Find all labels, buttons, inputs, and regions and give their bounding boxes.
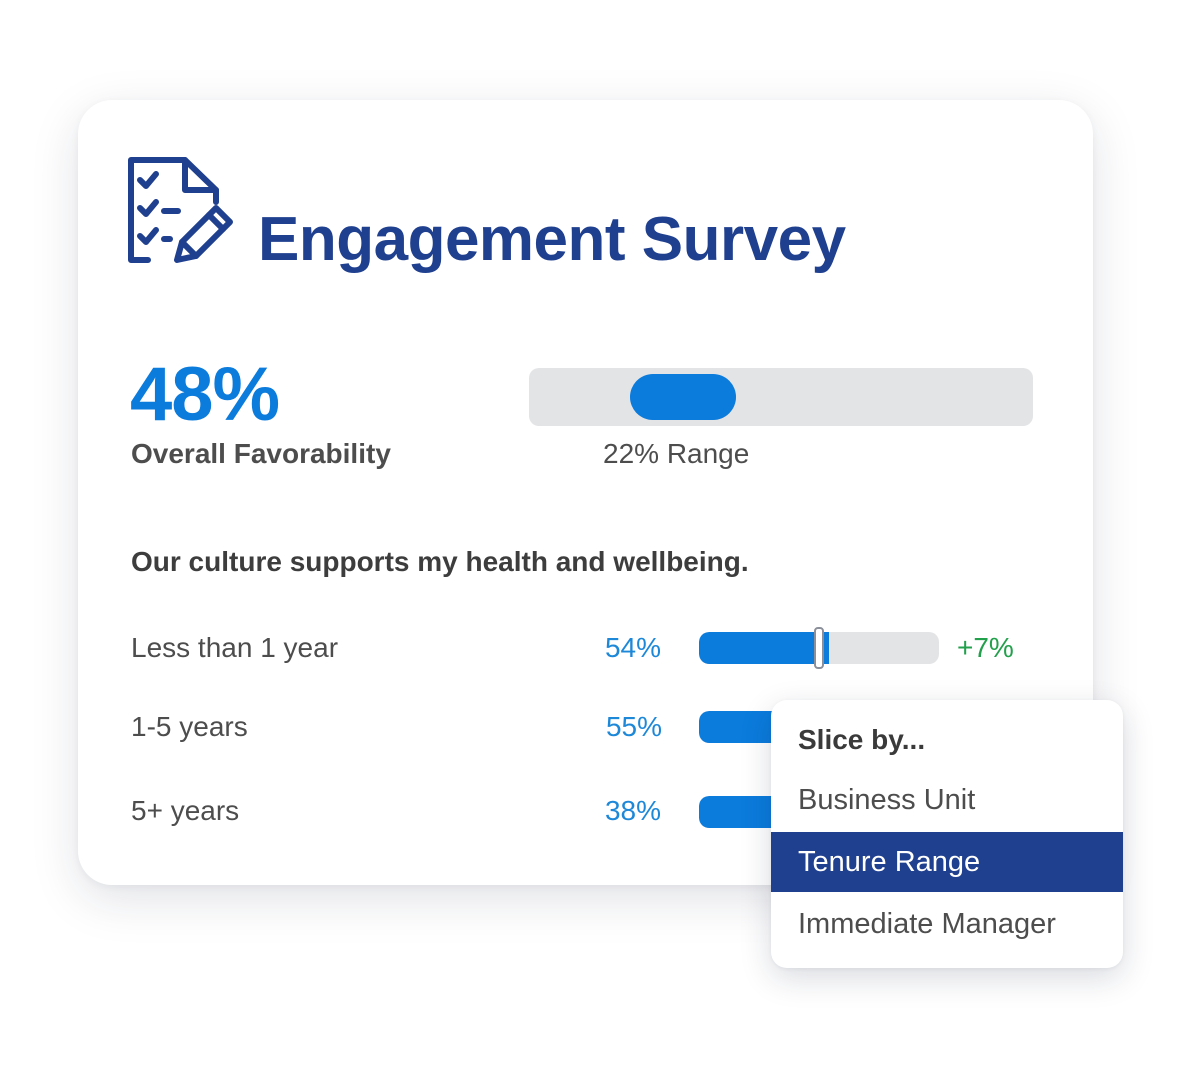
row-label-1-5-years: 1-5 years (131, 711, 248, 742)
survey-checklist-icon (128, 157, 233, 263)
row-percent-less-than-1-year: 54% (604, 632, 661, 663)
slice-by-dropdown: Slice by... Business Unit Tenure Range I… (771, 700, 1123, 968)
slice-option-tenure-range[interactable]: Tenure Range (771, 832, 1123, 892)
page-title: Engagement Survey (258, 205, 846, 274)
slice-option-immediate-manager[interactable]: Immediate Manager (798, 908, 1056, 940)
favorability-range-track (529, 368, 1033, 426)
benchmark-marker (814, 627, 824, 669)
overall-favorability-label: Overall Favorability (131, 438, 391, 469)
slice-option-business-unit[interactable]: Business Unit (798, 784, 976, 816)
row-percent-5-plus-years: 38% (604, 795, 661, 826)
overall-favorability-value: 48% (130, 352, 280, 437)
survey-question: Our culture supports my health and wellb… (131, 546, 749, 577)
favorability-range-fill (629, 374, 736, 420)
row-bar-fill-less-than-1-year (699, 632, 829, 664)
row-label-5-plus-years: 5+ years (131, 795, 240, 826)
row-percent-1-5-years: 55% (605, 711, 662, 742)
favorability-range-label: 22% Range (603, 438, 750, 469)
slice-by-header: Slice by... (798, 724, 926, 755)
row-label-less-than-1-year: Less than 1 year (131, 632, 339, 663)
row-change-less-than-1-year: +7% (957, 632, 1014, 663)
